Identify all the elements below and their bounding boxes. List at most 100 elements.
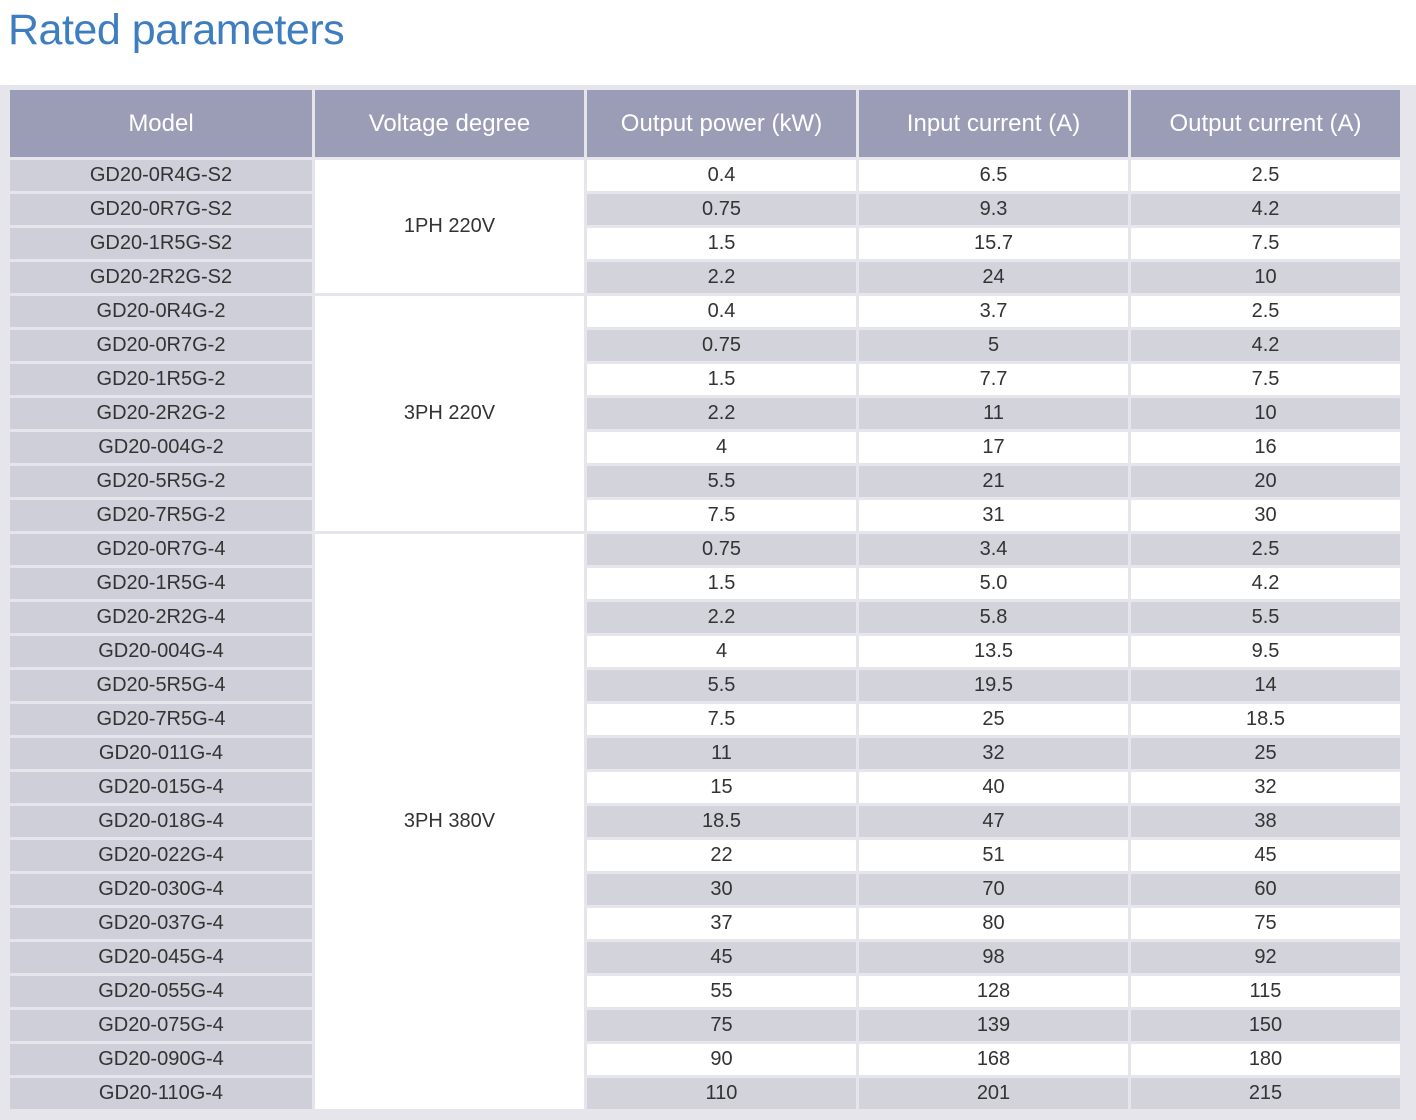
value-cell: 5.8 [859, 602, 1128, 633]
model-cell: GD20-0R4G-2 [10, 296, 312, 327]
value-cell: 5.5 [587, 466, 856, 497]
value-cell: 2.5 [1131, 296, 1400, 327]
value-cell: 1.5 [587, 364, 856, 395]
value-cell: 15 [587, 772, 856, 803]
table-row: GD20-2R2G-2 2.2 11 10 [10, 398, 1400, 429]
value-cell: 18.5 [1131, 704, 1400, 735]
table-row: GD20-7R5G-2 7.5 31 30 [10, 500, 1400, 531]
value-cell: 5.5 [1131, 602, 1400, 633]
table-row: GD20-1R5G-S2 1.5 15.7 7.5 [10, 228, 1400, 259]
value-cell: 0.4 [587, 160, 856, 191]
table-row: GD20-2R2G-4 2.2 5.8 5.5 [10, 602, 1400, 633]
value-cell: 25 [859, 704, 1128, 735]
model-cell: GD20-1R5G-S2 [10, 228, 312, 259]
model-cell: GD20-2R2G-S2 [10, 262, 312, 293]
value-cell: 1.5 [587, 568, 856, 599]
table-row: GD20-022G-4 22 51 45 [10, 840, 1400, 871]
value-cell: 92 [1131, 942, 1400, 973]
value-cell: 128 [859, 976, 1128, 1007]
model-cell: GD20-022G-4 [10, 840, 312, 871]
table-row: GD20-0R7G-2 0.75 5 4.2 [10, 330, 1400, 361]
table-row: GD20-1R5G-4 1.5 5.0 4.2 [10, 568, 1400, 599]
model-cell: GD20-110G-4 [10, 1078, 312, 1109]
value-cell: 20 [1131, 466, 1400, 497]
value-cell: 16 [1131, 432, 1400, 463]
value-cell: 45 [1131, 840, 1400, 871]
value-cell: 0.75 [587, 194, 856, 225]
value-cell: 5.0 [859, 568, 1128, 599]
value-cell: 2.2 [587, 262, 856, 293]
table-row: GD20-5R5G-2 5.5 21 20 [10, 466, 1400, 497]
header-row: Model Voltage degree Output power (kW) Inpu… [10, 90, 1400, 157]
voltage-cell: 3PH 380V [315, 534, 584, 1109]
value-cell: 40 [859, 772, 1128, 803]
table-row: GD20-075G-4 75 139 150 [10, 1010, 1400, 1041]
value-cell: 30 [587, 874, 856, 905]
value-cell: 13.5 [859, 636, 1128, 667]
table-row: GD20-018G-4 18.5 47 38 [10, 806, 1400, 837]
table-panel: Model Voltage degree Output power (kW) Inpu… [0, 85, 1416, 1120]
voltage-cell: 1PH 220V [315, 160, 584, 293]
table-row: GD20-055G-4 55 128 115 [10, 976, 1400, 1007]
value-cell: 4.2 [1131, 330, 1400, 361]
table-row: GD20-037G-4 37 80 75 [10, 908, 1400, 939]
value-cell: 0.75 [587, 534, 856, 565]
value-cell: 6.5 [859, 160, 1128, 191]
model-cell: GD20-2R2G-4 [10, 602, 312, 633]
value-cell: 139 [859, 1010, 1128, 1041]
value-cell: 90 [587, 1044, 856, 1075]
value-cell: 9.3 [859, 194, 1128, 225]
value-cell: 22 [587, 840, 856, 871]
table-row: GD20-0R7G-S2 0.75 9.3 4.2 [10, 194, 1400, 225]
value-cell: 4.2 [1131, 568, 1400, 599]
value-cell: 5 [859, 330, 1128, 361]
value-cell: 7.5 [587, 500, 856, 531]
column-header: Output current (A) [1131, 90, 1400, 157]
value-cell: 70 [859, 874, 1128, 905]
column-header: Output power (kW) [587, 90, 856, 157]
value-cell: 17 [859, 432, 1128, 463]
model-cell: GD20-004G-4 [10, 636, 312, 667]
column-header: Model [10, 90, 312, 157]
model-cell: GD20-0R7G-4 [10, 534, 312, 565]
value-cell: 2.2 [587, 398, 856, 429]
value-cell: 75 [587, 1010, 856, 1041]
value-cell: 0.4 [587, 296, 856, 327]
table-row: GD20-2R2G-S2 2.2 24 10 [10, 262, 1400, 293]
value-cell: 4 [587, 636, 856, 667]
value-cell: 55 [587, 976, 856, 1007]
value-cell: 38 [1131, 806, 1400, 837]
value-cell: 45 [587, 942, 856, 973]
value-cell: 7.5 [587, 704, 856, 735]
value-cell: 7.5 [1131, 228, 1400, 259]
value-cell: 9.5 [1131, 636, 1400, 667]
value-cell: 4.2 [1131, 194, 1400, 225]
model-cell: GD20-0R7G-S2 [10, 194, 312, 225]
value-cell: 80 [859, 908, 1128, 939]
model-cell: GD20-7R5G-2 [10, 500, 312, 531]
column-header: Input current (A) [859, 90, 1128, 157]
page-title: Rated parameters [8, 6, 345, 54]
value-cell: 2.5 [1131, 534, 1400, 565]
table-row: GD20-015G-4 15 40 32 [10, 772, 1400, 803]
model-cell: GD20-1R5G-4 [10, 568, 312, 599]
value-cell: 2.5 [1131, 160, 1400, 191]
value-cell: 30 [1131, 500, 1400, 531]
value-cell: 32 [859, 738, 1128, 769]
value-cell: 21 [859, 466, 1128, 497]
value-cell: 1.5 [587, 228, 856, 259]
table-row: GD20-110G-4 110 201 215 [10, 1078, 1400, 1109]
value-cell: 10 [1131, 398, 1400, 429]
table-row: GD20-0R7G-4 3PH 380V 0.75 3.4 2.5 [10, 534, 1400, 1109]
table-row: GD20-5R5G-4 5.5 19.5 14 [10, 670, 1400, 701]
value-cell: 5.5 [587, 670, 856, 701]
value-cell: 3.7 [859, 296, 1128, 327]
model-cell: GD20-5R5G-4 [10, 670, 312, 701]
model-cell: GD20-1R5G-2 [10, 364, 312, 395]
table-row: GD20-0R4G-S2 1PH 220V 0.4 6.5 2.5 [10, 160, 1400, 293]
table-row: GD20-0R4G-2 3PH 220V 0.4 3.7 2.5 [10, 296, 1400, 531]
model-cell: GD20-011G-4 [10, 738, 312, 769]
model-cell: GD20-018G-4 [10, 806, 312, 837]
value-cell: 47 [859, 806, 1128, 837]
